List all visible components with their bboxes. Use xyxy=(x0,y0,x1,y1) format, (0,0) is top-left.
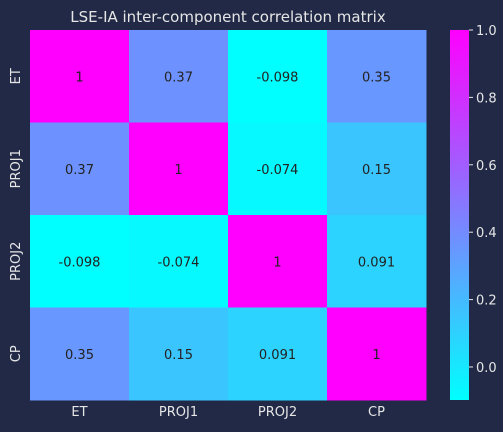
cell-value-label-0-3: 0.35 xyxy=(362,70,391,85)
cell-value-label-0-2: -0.098 xyxy=(257,70,299,85)
heatmap-cell-3-1 xyxy=(129,307,229,401)
cell-value-label-2-2: 1 xyxy=(273,255,281,270)
cell-value-label-2-1: -0.074 xyxy=(158,255,200,270)
x-tick-label: CP xyxy=(368,405,385,420)
colorbar: 0.0 0.2 0.4 0.6 0.8 1.0 xyxy=(450,24,497,400)
cell-value-label-1-0: 0.37 xyxy=(65,163,94,178)
x-axis-tick-labels: ET PROJ1 PROJ2 CP xyxy=(71,405,385,420)
y-axis-tick-labels: ET PROJ1 PROJ2 CP xyxy=(9,68,24,362)
heatmap-cell-3-3 xyxy=(327,307,427,401)
heatmap-cell-0-3 xyxy=(327,30,427,123)
heatmap-cell-2-1 xyxy=(129,215,229,308)
colorbar-tick-label: 0.6 xyxy=(476,159,497,174)
cell-value-label-3-2: 0.091 xyxy=(259,348,296,363)
heatmap-cell-1-3 xyxy=(327,122,427,216)
heatmap-cell-2-0 xyxy=(30,215,130,308)
cell-value-label-0-0: 1 xyxy=(75,70,83,85)
y-tick-label: CP xyxy=(9,345,24,362)
x-tick-label: PROJ2 xyxy=(258,405,297,420)
heatmap-cell-1-2 xyxy=(228,122,328,216)
heatmap-cell-2-3 xyxy=(327,215,427,308)
heatmap-cells: 1 0.37 -0.098 0.35 0.37 1 -0.074 0.15 -0.098 -0.0… xyxy=(30,30,427,401)
heatmap-cell-3-2 xyxy=(228,307,328,401)
cell-value-label-1-1: 1 xyxy=(174,163,182,178)
colorbar-tick-label: 0.4 xyxy=(476,226,497,241)
heatmap-cell-1-0 xyxy=(30,122,130,216)
cell-value-label-2-0: -0.098 xyxy=(59,255,101,270)
y-tick-label: ET xyxy=(9,68,24,84)
colorbar-gradient xyxy=(450,30,469,400)
heatmap-cell-3-0 xyxy=(30,307,130,401)
cell-value-label-0-1: 0.37 xyxy=(164,70,193,85)
heatmap-cell-0-0 xyxy=(30,30,130,123)
heatmap-cell-2-2 xyxy=(228,215,328,308)
x-tick-label: ET xyxy=(71,405,87,420)
colorbar-tick-label: 0.0 xyxy=(476,361,497,376)
heatmap-cell-1-1 xyxy=(129,122,229,216)
heatmap-cell-0-1 xyxy=(129,30,229,123)
cell-value-label-3-3: 1 xyxy=(372,348,380,363)
colorbar-tick-label: 1.0 xyxy=(476,24,497,39)
x-tick-label: PROJ1 xyxy=(159,405,198,420)
cell-value-label-1-3: 0.15 xyxy=(362,163,391,178)
colorbar-tick-label: 0.2 xyxy=(476,294,497,309)
cell-value-label-2-3: 0.091 xyxy=(358,255,395,270)
chart-title: LSE-IA inter-component correlation matri… xyxy=(70,8,386,26)
cell-value-label-3-1: 0.15 xyxy=(164,348,193,363)
heatmap-cell-0-2 xyxy=(228,30,328,123)
cell-value-label-3-0: 0.35 xyxy=(65,348,94,363)
cell-value-label-1-2: -0.074 xyxy=(257,163,299,178)
y-tick-label: PROJ2 xyxy=(9,242,24,281)
y-tick-label: PROJ1 xyxy=(9,149,24,188)
colorbar-tick-label: 0.8 xyxy=(476,91,497,106)
